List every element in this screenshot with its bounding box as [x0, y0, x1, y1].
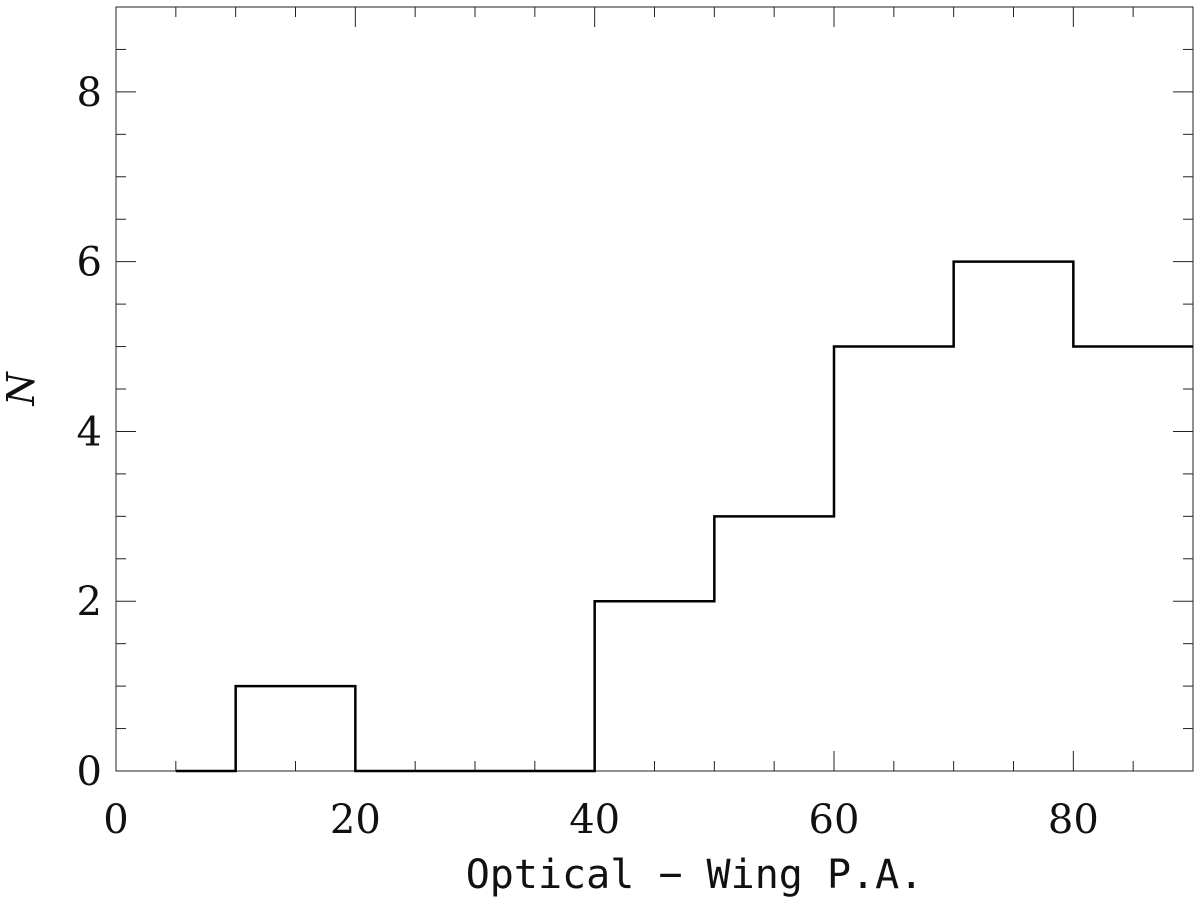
x-tick-label: 40 [569, 797, 620, 843]
y-tick-label: 0 [77, 749, 102, 795]
major-ticks [115, 7, 1193, 772]
y-tick-label: 6 [77, 240, 102, 286]
x-tick-label: 60 [809, 797, 860, 843]
x-tick-label: 20 [330, 797, 381, 843]
tick-labels: 0 20 40 60 80 0 2 4 6 8 [77, 70, 1099, 843]
y-tick-label: 4 [77, 409, 102, 455]
minor-ticks [116, 6, 1194, 771]
y-axis-title: N [0, 371, 43, 407]
x-tick-label: 80 [1048, 797, 1099, 843]
x-tick-label: 0 [103, 797, 128, 843]
x-axis-title: Optical − Wing P.A. [466, 852, 924, 898]
plot-frame [115, 6, 1194, 772]
y-tick-label: 8 [77, 70, 102, 116]
y-tick-label: 2 [77, 579, 102, 625]
histogram-step-line [175, 260, 1193, 773]
